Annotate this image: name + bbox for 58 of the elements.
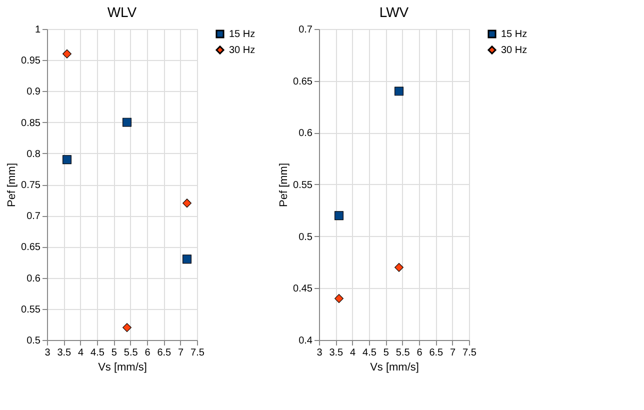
x-tick-label: 6 [416,348,423,358]
point [122,118,132,127]
chart-title: LWV [379,4,410,20]
x-tick-label: 7 [178,348,184,358]
point [182,254,192,264]
y-tick-label: 0.85 [21,118,41,129]
x-tick-label: 5.5 [124,348,138,358]
point [62,49,72,58]
x-tick-label: 7.5 [462,348,477,358]
x-tick-label: 6.5 [429,348,444,358]
y-tick-label: 0.5 [298,232,313,243]
y-tick-label: 0.6 [298,128,313,140]
x-axis-title: Vs [mm/s] [98,362,147,374]
y-tick-label: 0.45 [293,284,313,295]
y-tick-label: 0.55 [21,304,41,316]
point [394,262,404,272]
x-tick-label: 4 [350,348,356,358]
x-tick-label: 4.5 [362,348,377,358]
x-tick-label: 6 [144,348,151,358]
point [122,323,132,332]
x-tick-label: 3.5 [57,348,72,358]
y-tick-label: 0.5 [26,336,41,346]
y-tick-label: 0.75 [21,180,41,191]
point [334,211,344,220]
x-tick-label: 4.5 [90,348,105,358]
y-tick-label: 0.8 [26,148,41,160]
y-axis-title: Pef [mm] [278,162,290,208]
point [394,86,404,96]
x-tick-label: 5 [383,348,390,358]
x-tick-label: 7.5 [190,348,205,358]
x-tick-label: 4 [78,348,84,358]
point [334,294,344,304]
y-tick-label: 0.6 [26,273,41,284]
y-tick-label: 0.4 [298,336,313,346]
point [182,198,192,208]
x-tick-label: 3.5 [329,348,344,358]
x-tick-label: 3 [316,348,323,358]
point [62,155,72,164]
x-axis-title: Vs [mm/s] [370,362,419,374]
chart-title: WLV [107,4,138,20]
x-tick-label: 5 [111,348,118,358]
y-tick-label: 0.55 [293,180,313,191]
legend-label: 15 Hz [229,29,256,40]
y-tick-label: 0.7 [298,24,313,36]
x-tick-label: 5.5 [396,348,410,358]
y-tick-label: 0.7 [26,211,41,222]
legend-label: 30 Hz [501,45,528,56]
y-tick-label: 0.9 [26,86,41,98]
y-tick-label: 0.65 [293,76,313,88]
x-tick-label: 3 [44,348,51,358]
y-tick-label: 0.95 [21,56,41,67]
y-tick-label: 1 [34,24,41,36]
y-tick-label: 0.65 [21,242,41,254]
legend-label: 15 Hz [501,29,528,40]
x-tick-label: 6.5 [157,348,172,358]
x-tick-label: 7 [450,348,456,358]
legend-label: 30 Hz [229,45,256,56]
y-axis-title: Pef [mm] [6,162,18,208]
